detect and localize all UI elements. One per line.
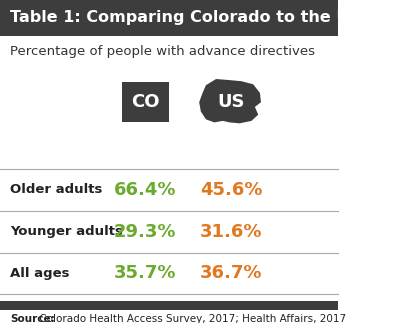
Text: 29.3%: 29.3% — [114, 223, 176, 241]
Text: 66.4%: 66.4% — [114, 181, 176, 199]
Text: 45.6%: 45.6% — [200, 181, 262, 199]
Text: Older adults: Older adults — [10, 183, 102, 196]
Text: 35.7%: 35.7% — [114, 265, 176, 283]
Text: Table 1: Comparing Colorado to the U.S.: Table 1: Comparing Colorado to the U.S. — [10, 10, 373, 25]
FancyBboxPatch shape — [0, 0, 338, 36]
Text: Source:: Source: — [10, 314, 55, 323]
Text: Percentage of people with advance directives: Percentage of people with advance direct… — [10, 45, 315, 57]
Text: Colorado Health Access Survey, 2017; Health Affairs, 2017: Colorado Health Access Survey, 2017; Hea… — [36, 314, 346, 323]
Text: 36.7%: 36.7% — [200, 265, 262, 283]
Text: Younger adults: Younger adults — [10, 225, 123, 238]
Polygon shape — [199, 79, 261, 123]
Text: US: US — [218, 93, 245, 111]
Text: All ages: All ages — [10, 267, 70, 280]
Text: CO: CO — [131, 93, 160, 111]
Text: 31.6%: 31.6% — [200, 223, 262, 241]
FancyBboxPatch shape — [122, 82, 169, 122]
FancyBboxPatch shape — [0, 301, 338, 310]
